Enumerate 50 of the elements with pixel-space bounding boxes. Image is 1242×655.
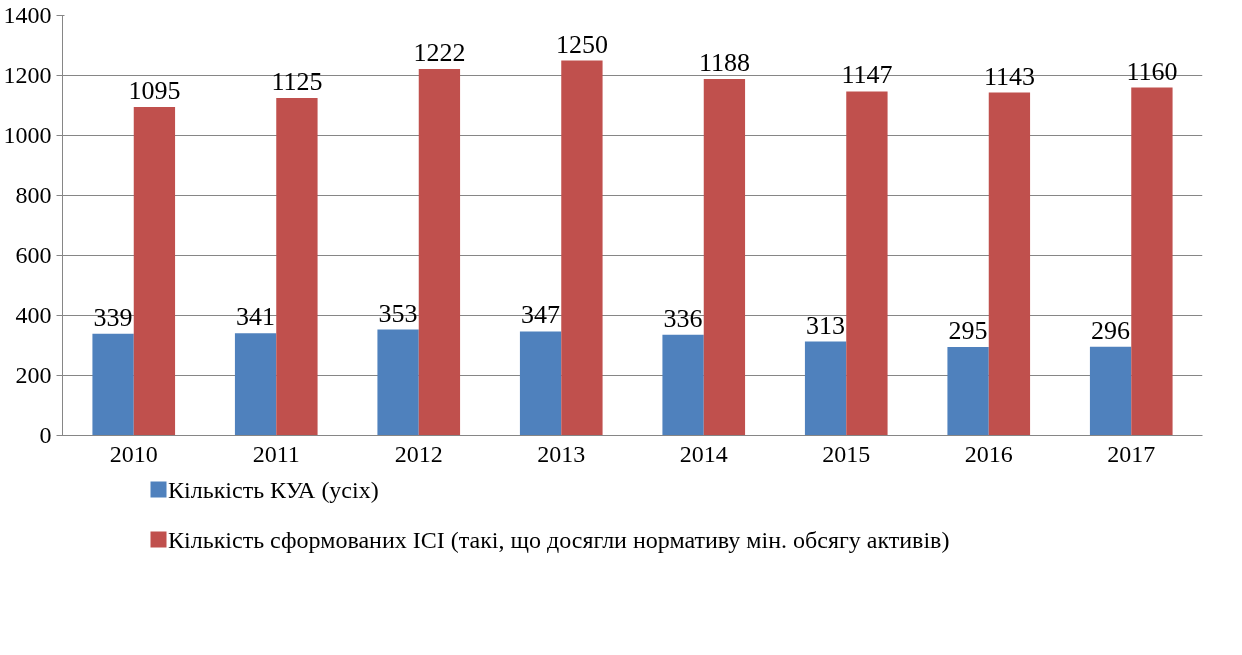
data-label: 1222 xyxy=(413,37,466,67)
data-label: 1143 xyxy=(983,61,1035,91)
x-tick-label: 2010 xyxy=(109,440,158,467)
x-tick-label: 2016 xyxy=(964,440,1013,467)
bar xyxy=(276,98,318,436)
data-label: 336 xyxy=(663,303,703,333)
x-tick-label: 2017 xyxy=(1107,440,1156,467)
y-tick-label: 200 xyxy=(15,362,52,388)
data-label: 296 xyxy=(1091,315,1131,345)
y-tick-label: 1200 xyxy=(3,62,52,88)
bar xyxy=(846,91,888,436)
bar xyxy=(662,334,704,436)
data-label: 1095 xyxy=(128,76,181,105)
bar xyxy=(703,79,746,436)
data-label: 1188 xyxy=(698,48,750,78)
x-tick-label: 2015 xyxy=(822,440,871,467)
bar xyxy=(519,331,562,436)
data-label: 1147 xyxy=(841,60,893,90)
bar xyxy=(234,333,277,436)
y-tick-label: 800 xyxy=(15,182,52,208)
x-tick-label: 2013 xyxy=(537,440,586,467)
data-label: 347 xyxy=(521,300,561,330)
bar xyxy=(377,329,419,436)
x-tick-label: 2011 xyxy=(252,440,300,467)
bar xyxy=(1089,346,1132,436)
bar xyxy=(418,68,461,436)
x-tick-label: 2012 xyxy=(394,440,443,467)
data-label: 341 xyxy=(236,302,276,332)
bar xyxy=(947,347,989,436)
y-tick-label: 400 xyxy=(15,302,52,328)
data-label: 1160 xyxy=(1126,56,1178,86)
data-label: 353 xyxy=(378,298,418,328)
data-label: 339 xyxy=(93,302,133,332)
data-label: 295 xyxy=(948,316,988,345)
data-label: 313 xyxy=(806,310,846,340)
bar xyxy=(988,92,1031,436)
y-tick-label: 0 xyxy=(39,422,52,448)
y-tick-label: 1400 xyxy=(3,2,52,28)
legend-label: Кількість сформованих ІСІ (такі, що досягли нормативу мін. обсягу активів) xyxy=(168,526,950,553)
bar xyxy=(92,333,134,436)
y-tick-label: 1000 xyxy=(3,122,52,148)
data-label: 1250 xyxy=(555,29,608,59)
data-label: 1125 xyxy=(271,67,323,96)
legend-label: Кількість КУА (усіх) xyxy=(168,476,379,503)
bar xyxy=(804,341,847,436)
bar xyxy=(561,60,603,436)
y-tick-label: 600 xyxy=(15,242,52,268)
bar xyxy=(133,107,176,436)
x-tick-label: 2014 xyxy=(679,440,728,467)
bar xyxy=(1131,87,1173,436)
